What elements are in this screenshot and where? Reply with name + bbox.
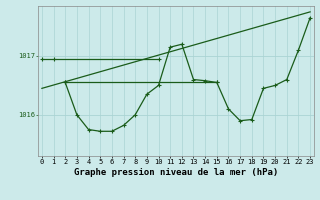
X-axis label: Graphe pression niveau de la mer (hPa): Graphe pression niveau de la mer (hPa) [74,168,278,177]
